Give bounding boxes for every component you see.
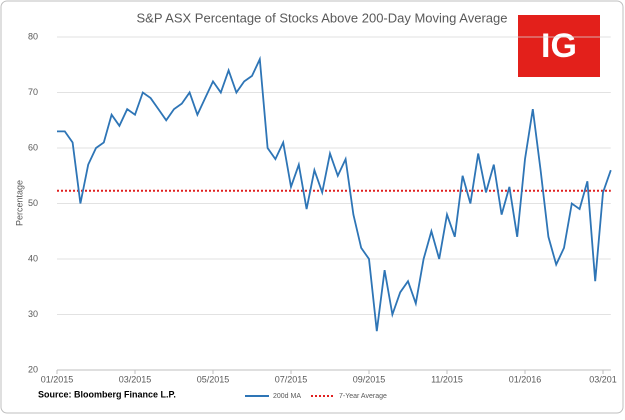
x-tick-label: 01/2016 (509, 374, 542, 384)
x-tick-label: 09/2015 (353, 374, 386, 384)
x-tick-label: 01/2015 (41, 374, 74, 384)
y-tick-label: 20 (28, 364, 38, 374)
line-series (57, 55, 612, 332)
legend-label: 7-Year Average (339, 393, 387, 400)
x-tick-label: 03/201 (589, 374, 617, 384)
chart-title: S&P ASX Percentage of Stocks Above 200-D… (137, 10, 508, 25)
x-tick-label: 07/2015 (275, 374, 308, 384)
y-tick-label: 40 (28, 253, 38, 263)
x-tick-label: 11/2015 (431, 374, 463, 384)
y-tick-label: 30 (28, 309, 38, 319)
y-tick-label: 50 (28, 198, 38, 208)
y-tick-label: 80 (28, 31, 38, 41)
x-tick-label: 05/2015 (197, 374, 230, 384)
source: Source: Bloomberg Finance L.P. (38, 389, 176, 399)
logo: IG (541, 27, 577, 65)
y-axis-label: Percentage (14, 180, 24, 226)
y-tick-label: 60 (28, 142, 38, 152)
logo-box (518, 15, 600, 77)
x-tick-label: 03/2015 (119, 374, 152, 384)
legend-label: 200d MA (273, 393, 301, 400)
y-tick-label: 70 (28, 87, 38, 97)
